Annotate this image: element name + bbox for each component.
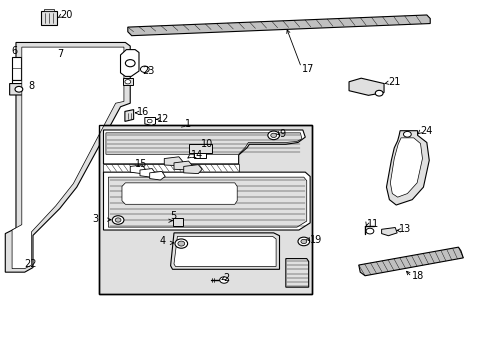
Polygon shape: [194, 153, 205, 158]
Polygon shape: [140, 168, 155, 177]
Text: 4: 4: [160, 237, 166, 247]
Polygon shape: [386, 131, 428, 205]
Text: 10: 10: [201, 139, 213, 149]
Polygon shape: [41, 12, 57, 25]
Polygon shape: [358, 247, 462, 276]
Polygon shape: [170, 233, 279, 269]
Polygon shape: [348, 78, 383, 95]
Circle shape: [112, 216, 123, 224]
Polygon shape: [183, 165, 202, 174]
Circle shape: [124, 80, 130, 84]
Text: 12: 12: [157, 113, 169, 123]
Circle shape: [366, 228, 373, 234]
Polygon shape: [149, 171, 165, 180]
Circle shape: [270, 133, 276, 138]
Text: 18: 18: [411, 271, 424, 281]
Polygon shape: [144, 117, 155, 125]
Polygon shape: [44, 9, 54, 12]
Polygon shape: [120, 50, 139, 76]
Circle shape: [147, 119, 152, 123]
Polygon shape: [174, 237, 276, 266]
Text: 7: 7: [57, 49, 63, 59]
Circle shape: [300, 239, 306, 244]
Text: 16: 16: [136, 107, 148, 117]
Circle shape: [267, 131, 279, 140]
Polygon shape: [99, 125, 311, 294]
Polygon shape: [174, 161, 192, 170]
Polygon shape: [124, 110, 133, 121]
Circle shape: [178, 241, 184, 246]
Text: 24: 24: [420, 126, 432, 136]
Circle shape: [403, 131, 410, 137]
Text: 11: 11: [366, 219, 379, 229]
Polygon shape: [103, 164, 238, 172]
Text: 8: 8: [28, 81, 34, 91]
Text: 13: 13: [398, 224, 410, 234]
Polygon shape: [10, 84, 26, 95]
Text: 6: 6: [11, 46, 17, 57]
Polygon shape: [130, 165, 145, 174]
Polygon shape: [170, 219, 172, 225]
Text: 15: 15: [135, 159, 147, 169]
Polygon shape: [5, 42, 130, 272]
Text: 22: 22: [25, 259, 37, 269]
Polygon shape: [172, 217, 183, 226]
Circle shape: [297, 237, 309, 246]
Polygon shape: [12, 57, 21, 80]
Polygon shape: [12, 80, 29, 84]
Text: 19: 19: [309, 235, 322, 245]
Text: 3: 3: [93, 213, 99, 224]
Circle shape: [374, 90, 382, 96]
Text: 17: 17: [301, 64, 314, 73]
Text: 21: 21: [387, 77, 400, 87]
Circle shape: [140, 66, 149, 72]
Text: 14: 14: [191, 150, 203, 160]
Text: 1: 1: [185, 118, 191, 129]
Polygon shape: [106, 133, 301, 154]
Polygon shape: [103, 172, 309, 230]
Circle shape: [219, 277, 228, 283]
Polygon shape: [122, 78, 132, 85]
Polygon shape: [285, 258, 308, 287]
Text: 5: 5: [170, 211, 177, 221]
Circle shape: [175, 239, 187, 248]
Polygon shape: [381, 228, 396, 236]
Circle shape: [125, 60, 135, 67]
Text: 20: 20: [61, 10, 73, 20]
Text: 9: 9: [279, 129, 285, 139]
Polygon shape: [389, 138, 422, 197]
Polygon shape: [188, 144, 211, 153]
Text: 23: 23: [142, 66, 154, 76]
Polygon shape: [108, 177, 306, 227]
Text: 2: 2: [223, 273, 229, 283]
Polygon shape: [103, 130, 305, 164]
Polygon shape: [12, 47, 123, 269]
Polygon shape: [122, 183, 237, 204]
Circle shape: [115, 218, 121, 222]
Circle shape: [15, 86, 23, 92]
Polygon shape: [127, 15, 429, 36]
Polygon shape: [164, 157, 183, 166]
